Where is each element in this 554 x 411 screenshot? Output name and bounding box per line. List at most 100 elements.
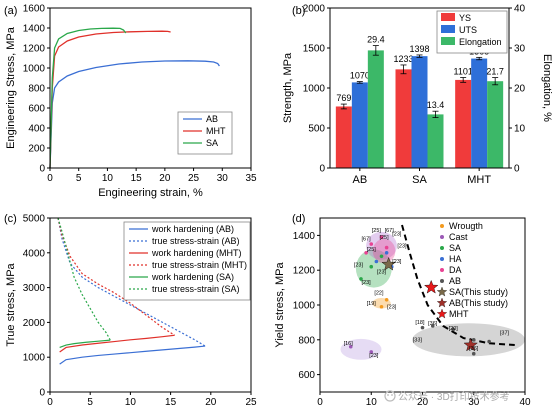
- wechat-icon-dot: [391, 394, 393, 396]
- x-tick-label: 20: [159, 173, 171, 184]
- y-tick-label: 600: [298, 370, 315, 381]
- ref-label: [23]: [354, 263, 364, 269]
- legend-swatch: [440, 257, 444, 261]
- bar-UTS-AB: [351, 82, 368, 168]
- data-label: 13.4: [427, 100, 445, 110]
- point-ab: [471, 338, 476, 342]
- ref-label: [18]: [415, 320, 425, 326]
- ref-label: [23]: [377, 270, 387, 276]
- legend-swatch: [436, 308, 448, 319]
- point-ha: [374, 259, 379, 264]
- bar-YS-SA: [395, 69, 412, 168]
- point-wrougth: [384, 297, 389, 302]
- panel-a: 0 5 10 15 20 25 30 35 0 200 400 600 800 1000 1200 1400 1…: [4, 4, 257, 200]
- legend-label: Wrougth: [449, 221, 483, 231]
- x-tick-label: 30: [217, 173, 229, 184]
- trend-line: [401, 224, 515, 347]
- ref-label: [22]: [374, 291, 384, 297]
- data-label: 1233: [393, 54, 413, 64]
- x-axis-label: Engineering strain, %: [98, 187, 203, 199]
- wechat-icon-dot: [387, 394, 389, 396]
- series-line-AB: [49, 60, 220, 169]
- y-tick-label: 4000: [23, 248, 46, 259]
- star-marker-mht: [424, 279, 439, 294]
- x-tick-label: 40: [519, 397, 531, 408]
- legend-label: Elongation: [459, 37, 502, 47]
- data-label: 29.4: [367, 35, 385, 45]
- point-sa: [369, 264, 374, 269]
- point-ha: [384, 251, 389, 255]
- ref-label: [37]: [500, 331, 510, 337]
- legend-label: MHT: [206, 126, 226, 136]
- ref-label: [23]: [387, 304, 397, 310]
- data-label: 1070: [350, 71, 370, 81]
- legend-label: AB: [449, 276, 461, 286]
- y-tick-label: 1400: [23, 24, 46, 35]
- x-tick-label: 0: [317, 397, 323, 408]
- bar-UTS-SA: [411, 56, 428, 168]
- y2-tick-label: 40: [514, 4, 526, 15]
- legend-label: YS: [459, 13, 471, 23]
- wechat-icon: [384, 390, 396, 402]
- y2-tick-label: 30: [514, 44, 526, 55]
- y-tick-label: 800: [298, 335, 315, 346]
- legend-label: UTS: [459, 25, 477, 35]
- panel-label: (b): [292, 5, 305, 17]
- legend-label: Cast: [449, 232, 468, 242]
- legend-swatch: [441, 37, 455, 45]
- region-ellipse-grey: [412, 323, 525, 357]
- x-tick-label: 10: [366, 397, 378, 408]
- y-tick-label: 800: [28, 84, 45, 95]
- point-ab: [471, 351, 476, 356]
- legend-swatch: [440, 224, 444, 228]
- x-tick-label: 10: [102, 173, 114, 184]
- region-ellipse-pink: [372, 238, 396, 264]
- y-tick-label: 5000: [23, 214, 46, 225]
- y-tick-label: 2000: [23, 318, 46, 329]
- plot-frame: [49, 217, 252, 393]
- y-tick-label: 500: [308, 124, 325, 135]
- legend-swatch: [441, 25, 455, 33]
- ref-label: [25]: [379, 235, 389, 241]
- y2-tick-label: 20: [514, 84, 526, 95]
- point-sa: [359, 277, 363, 281]
- legend-label: true stress-strain (AB): [152, 236, 240, 246]
- region-ellipse-lavender: [340, 338, 382, 360]
- series-line-work-hardening-sa-: [59, 339, 111, 349]
- y-axis-label: Yield stress, MPa: [274, 262, 286, 348]
- point-ab: [487, 339, 491, 344]
- x-tick-label: 20: [205, 397, 217, 408]
- category-label: MHT: [467, 174, 491, 186]
- data-label: 769: [336, 93, 351, 103]
- panel-label: (d): [292, 213, 305, 225]
- bar-YS-AB: [335, 106, 352, 168]
- legend-swatch: [440, 279, 444, 283]
- x-tick-label: 15: [165, 397, 177, 408]
- y-tick-label: 3000: [23, 283, 46, 294]
- legend-label: AB: [206, 114, 218, 124]
- point-da: [369, 242, 374, 246]
- legend-swatch: [440, 268, 444, 272]
- watermark-text: 公众号 · 3D打印技术参考: [398, 390, 510, 403]
- ref-label: [19]: [367, 301, 377, 307]
- x-tick-label: 25: [245, 397, 257, 408]
- y-tick-label: 1400: [293, 231, 316, 242]
- watermark: 公众号 · 3D打印技术参考: [384, 390, 510, 403]
- panel-c: 0 5 10 15 20 25 0 1000 2000 3000 4000 5000 (c) True s…: [4, 213, 257, 408]
- x-tick-label: 30: [468, 397, 480, 408]
- x-tick-label: 35: [245, 173, 257, 184]
- category-label: AB: [352, 174, 367, 186]
- ref-label: [25]: [372, 228, 382, 234]
- ref-label: [23]: [397, 244, 407, 250]
- bar-YS-MHT: [455, 79, 472, 168]
- series-line-work-hardening-mht-: [59, 334, 175, 353]
- panel-label: (a): [4, 5, 17, 17]
- point-ab: [451, 327, 456, 332]
- legend-label: SA: [449, 243, 461, 253]
- bar-Elongation-MHT: [487, 81, 504, 168]
- y-tick-label: 1000: [303, 84, 326, 95]
- y2-axis-label: Elongation, %: [541, 54, 553, 122]
- data-label: 21.7: [486, 67, 504, 77]
- y-tick-label: 0: [39, 388, 45, 399]
- series-line-SA: [49, 27, 127, 169]
